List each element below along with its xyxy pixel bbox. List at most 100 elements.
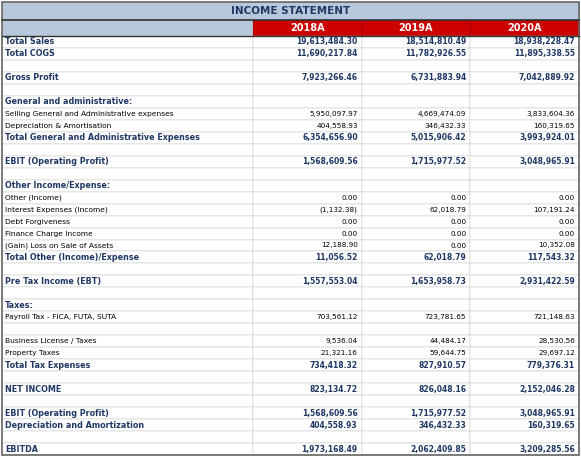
Bar	[471, 180, 579, 191]
Bar	[2, 311, 253, 323]
Text: EBIT (Operating Profit): EBIT (Operating Profit)	[5, 157, 109, 166]
Bar	[253, 323, 361, 335]
Text: Depreciation and Amortization: Depreciation and Amortization	[5, 420, 144, 430]
Bar	[2, 359, 253, 371]
Text: Total Other (Income)/Expense: Total Other (Income)/Expense	[5, 253, 139, 262]
Bar	[253, 72, 361, 84]
Bar	[253, 347, 361, 359]
Text: 1,568,609.56: 1,568,609.56	[302, 409, 358, 418]
Bar	[361, 180, 471, 191]
Text: 11,895,338.55: 11,895,338.55	[514, 49, 575, 58]
Bar	[2, 180, 253, 191]
Bar	[471, 156, 579, 168]
Text: 3,209,285.56: 3,209,285.56	[519, 445, 575, 453]
Text: 404,558.93: 404,558.93	[310, 420, 358, 430]
Text: 0.00: 0.00	[559, 218, 575, 224]
Text: 826,048.16: 826,048.16	[418, 385, 467, 393]
Text: Finance Charge Income: Finance Charge Income	[5, 230, 93, 237]
Bar	[2, 191, 253, 204]
Text: 160,319.65: 160,319.65	[528, 420, 575, 430]
Text: 0.00: 0.00	[450, 243, 467, 249]
Text: Debt Forgiveness: Debt Forgiveness	[5, 218, 70, 224]
Text: 4,669,474.09: 4,669,474.09	[418, 111, 467, 117]
Bar	[2, 407, 253, 419]
Text: 5,950,097.97: 5,950,097.97	[309, 111, 358, 117]
Text: 28,530.56: 28,530.56	[538, 338, 575, 344]
Bar	[361, 239, 471, 251]
Text: Total Tax Expenses: Total Tax Expenses	[5, 361, 91, 370]
Text: 2020A: 2020A	[507, 23, 542, 33]
Text: 0.00: 0.00	[342, 230, 358, 237]
Bar	[361, 359, 471, 371]
Bar	[2, 287, 253, 299]
Text: 0.00: 0.00	[450, 195, 467, 201]
Text: 827,910.57: 827,910.57	[418, 361, 467, 370]
Bar	[2, 60, 253, 72]
Bar	[2, 72, 253, 84]
Bar	[471, 168, 579, 180]
Text: Total General and Administrative Expenses: Total General and Administrative Expense…	[5, 133, 200, 142]
Bar	[361, 216, 471, 228]
Bar	[471, 204, 579, 216]
Bar	[471, 335, 579, 347]
Bar	[471, 239, 579, 251]
Bar	[253, 204, 361, 216]
Text: 62,018.79: 62,018.79	[424, 253, 467, 262]
Bar	[2, 395, 253, 407]
Text: 346,432.33: 346,432.33	[418, 420, 467, 430]
Text: 11,056.52: 11,056.52	[315, 253, 358, 262]
Bar	[253, 299, 361, 311]
Bar	[471, 395, 579, 407]
Bar	[253, 120, 361, 132]
Text: 0.00: 0.00	[342, 218, 358, 224]
Bar	[253, 251, 361, 263]
Bar	[361, 395, 471, 407]
Text: 1,715,977.52: 1,715,977.52	[410, 157, 467, 166]
Bar	[471, 276, 579, 287]
Bar	[2, 204, 253, 216]
Text: 160,319.65: 160,319.65	[533, 123, 575, 129]
Bar	[471, 191, 579, 204]
Text: 2019A: 2019A	[399, 23, 433, 33]
Text: 5,015,906.42: 5,015,906.42	[411, 133, 467, 142]
Bar	[253, 216, 361, 228]
Bar	[361, 132, 471, 144]
Bar	[361, 228, 471, 239]
Bar	[2, 132, 253, 144]
Text: 1,557,553.04: 1,557,553.04	[302, 277, 358, 286]
Bar	[471, 108, 579, 120]
Bar	[2, 383, 253, 395]
Text: Property Taxes: Property Taxes	[5, 350, 60, 356]
Text: Selling General and Administrative expenses: Selling General and Administrative expen…	[5, 111, 174, 117]
Bar	[253, 263, 361, 276]
Text: (1,132.38): (1,132.38)	[320, 207, 358, 213]
Text: 6,731,883.94: 6,731,883.94	[410, 74, 467, 82]
Text: 117,543.32: 117,543.32	[527, 253, 575, 262]
Bar	[361, 48, 471, 60]
Bar	[253, 395, 361, 407]
Text: Other Income/Expense:: Other Income/Expense:	[5, 181, 110, 190]
Text: 823,134.72: 823,134.72	[310, 385, 358, 393]
Bar	[2, 443, 253, 455]
Bar	[361, 108, 471, 120]
Bar	[471, 144, 579, 156]
Bar	[2, 347, 253, 359]
Bar	[471, 72, 579, 84]
Text: 21,321.16: 21,321.16	[321, 350, 358, 356]
Bar	[471, 132, 579, 144]
Bar	[253, 36, 361, 48]
Text: 721,148.63: 721,148.63	[533, 314, 575, 320]
Bar	[471, 311, 579, 323]
Bar	[361, 323, 471, 335]
Bar	[471, 383, 579, 395]
Bar	[471, 96, 579, 108]
Bar	[471, 216, 579, 228]
Bar	[253, 228, 361, 239]
Bar	[361, 191, 471, 204]
Bar	[253, 60, 361, 72]
Bar	[471, 251, 579, 263]
Text: (Gain) Loss on Sale of Assets: (Gain) Loss on Sale of Assets	[5, 242, 113, 249]
Text: 18,514,810.49: 18,514,810.49	[405, 37, 467, 47]
Bar	[361, 20, 471, 36]
Bar	[361, 419, 471, 431]
